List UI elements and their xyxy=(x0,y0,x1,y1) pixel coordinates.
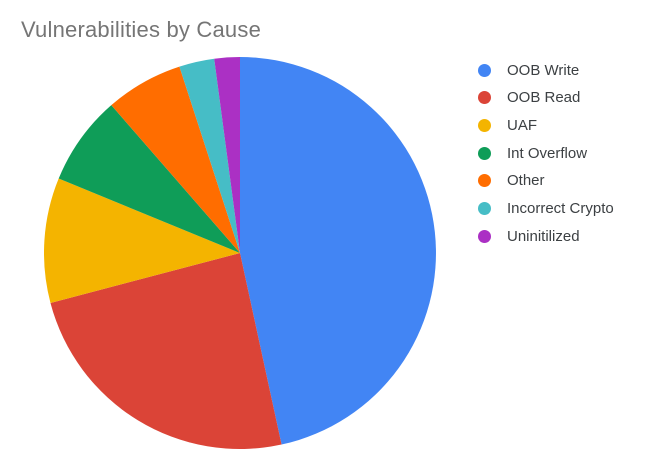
legend-swatch-icon xyxy=(478,63,491,77)
legend-label: OOB Write xyxy=(507,61,580,79)
pie-slice-oob-read[interactable] xyxy=(50,253,282,449)
legend-label: Uninitilized xyxy=(507,227,580,245)
legend-label: UAF xyxy=(507,116,537,134)
legend-swatch-icon xyxy=(478,118,491,132)
legend: OOB Write OOB Read UAF Int Overflow Other Inc… xyxy=(478,62,614,256)
legend-swatch-icon xyxy=(478,174,491,188)
legend-swatch-icon xyxy=(478,146,491,160)
pie-slice-incorrect-crypto[interactable] xyxy=(179,58,240,254)
pie-slice-oob-write[interactable] xyxy=(240,57,436,445)
legend-label: Int Overflow xyxy=(507,144,588,162)
legend-swatch-icon xyxy=(478,91,491,105)
legend-swatch-icon xyxy=(478,229,491,243)
pie-slice-int-overflow[interactable] xyxy=(58,105,241,253)
pie-slice-other[interactable] xyxy=(111,66,240,253)
pie-slice-uninitilized[interactable] xyxy=(214,57,240,253)
legend-label: Other xyxy=(507,172,545,190)
pie-slice-uaf[interactable] xyxy=(44,178,240,303)
legend-item-int-overflow[interactable]: Int Overflow xyxy=(478,144,614,162)
legend-item-oob-read[interactable]: OOB Read xyxy=(478,89,614,107)
pie-chart xyxy=(44,57,436,449)
legend-item-incorrect-crypto[interactable]: Incorrect Crypto xyxy=(478,199,614,217)
legend-item-uninitilized[interactable]: Uninitilized xyxy=(478,227,614,245)
legend-item-oob-write[interactable]: OOB Write xyxy=(478,61,614,79)
legend-item-other[interactable]: Other xyxy=(478,172,614,190)
legend-label: Incorrect Crypto xyxy=(507,199,614,217)
legend-label: OOB Read xyxy=(507,89,581,107)
legend-item-uaf[interactable]: UAF xyxy=(478,116,614,134)
chart-title: Vulnerabilities by Cause xyxy=(21,17,262,42)
legend-swatch-icon xyxy=(478,201,491,215)
